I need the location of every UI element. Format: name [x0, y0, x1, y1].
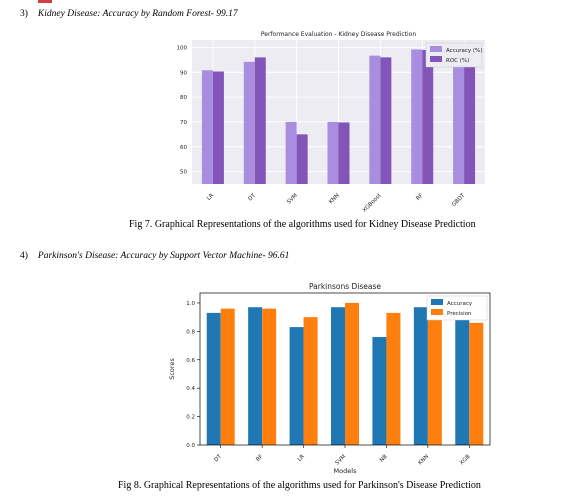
x-tick-label: RF	[415, 193, 424, 202]
legend-label-Accuracy: Accuracy	[447, 301, 473, 307]
bar-KNN-Accuracy (%)	[327, 121, 339, 184]
plot-frame	[199, 292, 491, 446]
bar-DT-Precision	[220, 308, 235, 445]
x-tick-label: SVM	[286, 193, 299, 206]
y-tick-label: 50	[180, 170, 187, 176]
bar-DT-Accuracy	[206, 312, 221, 445]
bar-GBDT-ROC (%)	[464, 56, 476, 184]
bar-LR-ROC (%)	[212, 71, 224, 184]
y-tick-label: 0.4	[186, 386, 195, 392]
bar-LR-Accuracy (%)	[201, 70, 213, 184]
legend-swatch-Accuracy	[431, 299, 443, 305]
y-tick-label: 60	[180, 145, 187, 151]
bar-XGBoost-ROC (%)	[380, 57, 392, 184]
bar-RF-Accuracy (%)	[411, 49, 423, 184]
section-3-title: Kidney Disease: Accuracy by Random Fores…	[37, 9, 238, 19]
section-3-heading: 3) Kidney Disease: Accuracy by Random For…	[20, 9, 238, 19]
y-tick-label: 0.0	[186, 443, 195, 449]
x-tick-label: XGBoost	[362, 192, 383, 213]
section-4-heading: 4) Parkinson's Disease: Accuracy by Suppo…	[20, 251, 289, 261]
x-tick-label: LR	[297, 454, 306, 463]
bar-SVM-Accuracy (%)	[285, 121, 297, 184]
x-tick-label: LR	[206, 193, 215, 202]
x-tick-label: DT	[213, 453, 223, 463]
bar-LR-Accuracy	[289, 327, 304, 445]
x-tick-label: SVM	[335, 454, 348, 467]
x-tick-label: GBDT	[451, 192, 467, 208]
bar-DT-Accuracy (%)	[243, 61, 255, 184]
bar-XGB-Precision	[469, 322, 484, 445]
bar-RF-ROC (%)	[422, 49, 434, 185]
bar-DT-ROC (%)	[254, 57, 266, 184]
bar-SVM-Accuracy	[331, 307, 345, 445]
legend-label-Accuracy (%): Accuracy (%)	[446, 48, 482, 54]
chart-title: Parkinsons Disease	[309, 282, 381, 291]
y-tick-label: 70	[180, 120, 187, 126]
parkinsons-chart: 0.0 0.2 0.4 0.6 0.8 1.0 DT RF LR SVM NB KNN XGB Parki…	[168, 282, 491, 475]
chart-title: Performance Evaluation - Kidney Disease …	[261, 31, 416, 38]
bar-KNN-Accuracy	[413, 307, 428, 445]
x-tick-label: KNN	[328, 193, 341, 206]
red-mark-decoration	[38, 0, 52, 3]
fig7-caption: Fig 7. Graphical Representations of the …	[129, 219, 476, 230]
bar-NB-Precision	[386, 312, 401, 445]
bar-KNN-Precision	[427, 302, 442, 445]
legend-label-Precision: Precision	[447, 311, 472, 317]
x-tick-label: NB	[379, 454, 389, 464]
y-tick-label: 1.0	[186, 301, 195, 307]
x-tick-label: KNN	[418, 454, 431, 467]
y-axis-label: Scores	[168, 358, 176, 380]
y-tick-label: 0.2	[186, 415, 195, 421]
x-tick-label: DT	[247, 192, 257, 202]
bar-NB-Accuracy	[372, 337, 387, 445]
x-tick-label: XGB	[459, 454, 472, 467]
bar-RF-Precision	[262, 308, 277, 445]
legend-swatch-Precision	[431, 309, 443, 315]
y-tick-label: 0.6	[186, 358, 195, 364]
legend-label-ROC (%): ROC (%)	[446, 58, 469, 64]
bar-XGB-Accuracy	[455, 312, 470, 445]
section-3-number: 3)	[20, 9, 28, 19]
x-axis-label: Models	[334, 467, 358, 475]
y-tick-label: 0.8	[186, 329, 195, 335]
fig8-caption: Fig 8. Graphical Representations of the …	[118, 480, 481, 491]
bar-SVM-Precision	[345, 302, 359, 445]
legend-swatch-Accuracy (%)	[430, 46, 442, 52]
kidney-chart: 50 60 70 80 90 100 LR DT SVM KNN XGBoost RF GBDT Perf…	[177, 31, 485, 214]
section-4-number: 4)	[20, 251, 28, 261]
bar-RF-Accuracy	[248, 307, 263, 445]
bar-KNN-ROC (%)	[338, 122, 350, 184]
x-tick-label: RF	[255, 454, 264, 463]
y-tick-label: 90	[180, 70, 187, 76]
section-4-title: Parkinson's Disease: Accuracy by Support…	[37, 251, 290, 261]
bar-GBDT-Accuracy (%)	[453, 53, 465, 184]
bar-LR-Precision	[303, 317, 318, 445]
legend-swatch-ROC (%)	[430, 56, 442, 62]
y-tick-label: 100	[177, 45, 188, 51]
bar-SVM-ROC (%)	[296, 134, 308, 184]
y-tick-label: 80	[180, 95, 187, 101]
bar-XGBoost-Accuracy (%)	[369, 55, 381, 184]
